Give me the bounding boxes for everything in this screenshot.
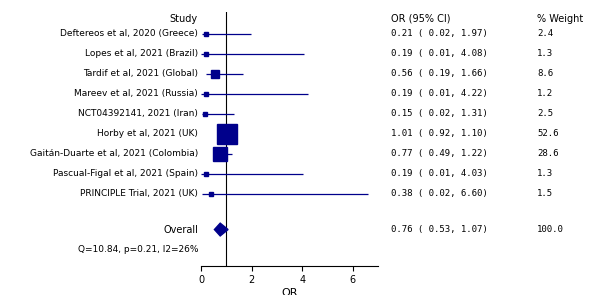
Text: Lopes et al, 2021 (Brazil): Lopes et al, 2021 (Brazil) — [85, 49, 198, 58]
Text: Q=10.84, p=0.21, I2=26%: Q=10.84, p=0.21, I2=26% — [77, 245, 198, 254]
Text: 0.21 ( 0.02, 1.97): 0.21 ( 0.02, 1.97) — [391, 29, 488, 38]
Text: 0.15 ( 0.02, 1.31): 0.15 ( 0.02, 1.31) — [391, 109, 488, 118]
Text: 0.38 ( 0.02, 6.60): 0.38 ( 0.02, 6.60) — [391, 189, 488, 198]
Text: 52.6: 52.6 — [537, 129, 559, 138]
Text: 1.3: 1.3 — [537, 49, 553, 58]
Text: NCT04392141, 2021 (Iran): NCT04392141, 2021 (Iran) — [78, 109, 198, 118]
Text: 8.6: 8.6 — [537, 69, 553, 78]
Text: 1.2: 1.2 — [537, 89, 553, 98]
Text: 100.0: 100.0 — [537, 225, 564, 234]
Text: Pascual-Figal et al, 2021 (Spain): Pascual-Figal et al, 2021 (Spain) — [53, 169, 198, 178]
Text: Mareev et al, 2021 (Russia): Mareev et al, 2021 (Russia) — [74, 89, 198, 98]
Text: % Weight: % Weight — [537, 14, 583, 24]
Polygon shape — [214, 223, 228, 236]
Text: 1.5: 1.5 — [537, 189, 553, 198]
Text: OR (95% CI): OR (95% CI) — [391, 14, 451, 24]
Text: Deftereos et al, 2020 (Greece): Deftereos et al, 2020 (Greece) — [60, 29, 198, 38]
Text: 2.5: 2.5 — [537, 109, 553, 118]
Text: 2.4: 2.4 — [537, 29, 553, 38]
Text: 0.76 ( 0.53, 1.07): 0.76 ( 0.53, 1.07) — [391, 225, 488, 234]
Text: PRINCIPLE Trial, 2021 (UK): PRINCIPLE Trial, 2021 (UK) — [80, 189, 198, 198]
Text: 1.01 ( 0.92, 1.10): 1.01 ( 0.92, 1.10) — [391, 129, 488, 138]
Text: 0.77 ( 0.49, 1.22): 0.77 ( 0.49, 1.22) — [391, 149, 488, 158]
Text: 28.6: 28.6 — [537, 149, 559, 158]
Text: Study: Study — [170, 14, 198, 24]
Text: 0.19 ( 0.01, 4.22): 0.19 ( 0.01, 4.22) — [391, 89, 488, 98]
Text: Tardif et al, 2021 (Global): Tardif et al, 2021 (Global) — [83, 69, 198, 78]
X-axis label: OR: OR — [281, 288, 298, 295]
Text: Gaitán-Duarte et al, 2021 (Colombia): Gaitán-Duarte et al, 2021 (Colombia) — [30, 149, 198, 158]
Text: 1.3: 1.3 — [537, 169, 553, 178]
Text: Horby et al, 2021 (UK): Horby et al, 2021 (UK) — [97, 129, 198, 138]
Text: 0.56 ( 0.19, 1.66): 0.56 ( 0.19, 1.66) — [391, 69, 488, 78]
Text: Overall: Overall — [163, 224, 198, 235]
Text: 0.19 ( 0.01, 4.03): 0.19 ( 0.01, 4.03) — [391, 169, 488, 178]
Text: 0.19 ( 0.01, 4.08): 0.19 ( 0.01, 4.08) — [391, 49, 488, 58]
